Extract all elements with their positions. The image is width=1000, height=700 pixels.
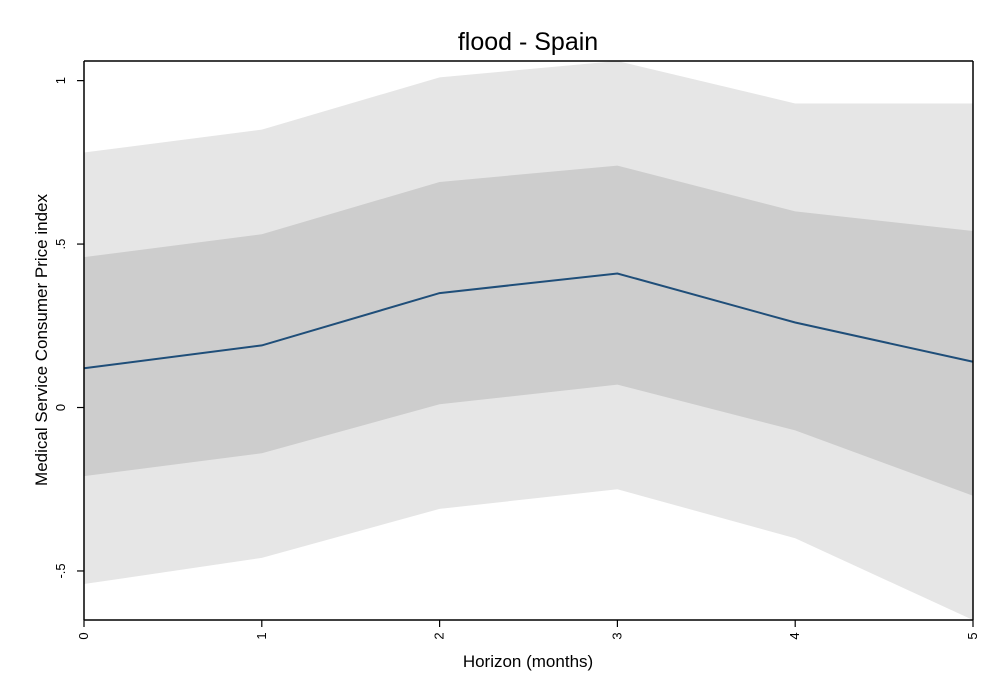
x-tick-label: 1 — [254, 632, 269, 639]
y-tick-label: 1 — [53, 77, 68, 84]
estimate-line — [83, 272, 974, 370]
x-tick-label: 0 — [76, 632, 91, 639]
x-tick-label: 4 — [787, 632, 802, 639]
inner-confidence-band — [84, 165, 973, 496]
x-axis-label: Horizon (months) — [463, 652, 593, 671]
confidence-bands — [84, 61, 973, 620]
y-tick-label: -.5 — [53, 563, 68, 578]
estimate-line-group — [83, 272, 974, 370]
x-tick-label: 2 — [432, 632, 447, 639]
y-tick-label: .5 — [53, 239, 68, 250]
axes: 0 1 2 3 4 5 -.5 0 .5 1 — [53, 60, 980, 640]
x-tick-label: 5 — [965, 632, 980, 639]
y-tick-label: 0 — [53, 404, 68, 411]
chart-title: flood - Spain — [458, 28, 598, 56]
y-axis-label: Medical Service Consumer Price index — [32, 194, 51, 486]
x-tick-label: 3 — [609, 632, 624, 639]
